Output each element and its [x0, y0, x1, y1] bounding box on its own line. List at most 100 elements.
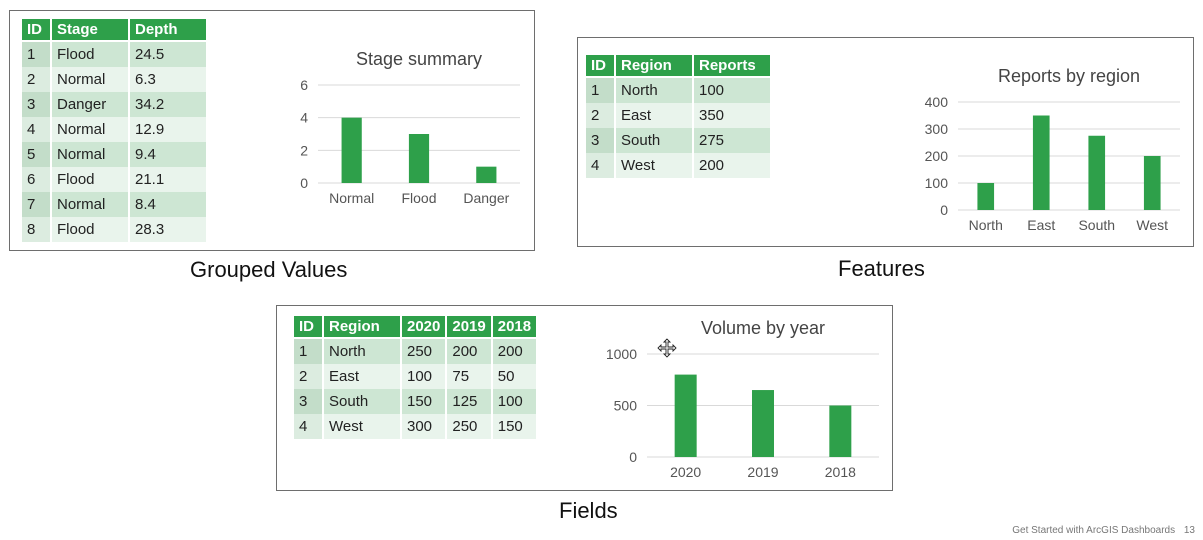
table-row: 6 Flood 21.1 — [22, 167, 206, 192]
table-row: 4 West 300 250 150 — [294, 414, 537, 439]
y-tick-label: 0 — [940, 202, 948, 218]
table-cell: 250 — [402, 339, 446, 364]
table-cell: Normal — [52, 117, 128, 142]
table-cell: 28.3 — [130, 217, 206, 242]
y-tick-label: 1000 — [607, 346, 637, 362]
table-row: 8 Flood 28.3 — [22, 217, 206, 242]
bar — [408, 134, 430, 183]
table-cell: 100 — [694, 78, 770, 103]
table-cell: 4 — [294, 414, 322, 439]
bar — [977, 183, 995, 210]
column-header: Depth — [130, 19, 206, 42]
table-row: 7 Normal 8.4 — [22, 192, 206, 217]
table-cell: 3 — [586, 128, 614, 153]
features-caption: Features — [838, 256, 925, 281]
table-header-row: ID Stage Depth — [22, 19, 206, 42]
table-cell: 125 — [447, 389, 491, 414]
table-cell: Flood — [52, 217, 128, 242]
table-cell: 8.4 — [130, 192, 206, 217]
table-cell: 100 — [492, 389, 537, 414]
features-panel: ID Region Reports 1 North 100 2 East 350 3 South 27… — [577, 37, 1194, 247]
table-cell: 4 — [586, 153, 614, 178]
table-cell: 21.1 — [130, 167, 206, 192]
column-header: 2018 — [492, 316, 537, 339]
table-cell: 100 — [402, 364, 446, 389]
table-cell: 34.2 — [130, 92, 206, 117]
stage-summary-chart: Stage summary 0 2 4 6 Normal Flood Danger — [300, 49, 520, 206]
table-cell: 75 — [447, 364, 491, 389]
column-header: ID — [22, 19, 50, 42]
y-tick-label: 200 — [925, 148, 949, 164]
y-tick-label: 6 — [300, 77, 308, 93]
grouped-values-panel: ID Stage Depth 1 Flood 24.5 2 Normal 6.3 3 Danger 3… — [9, 10, 535, 251]
table-header-row: ID Region Reports — [586, 55, 770, 78]
table-row: 3 Danger 34.2 — [22, 92, 206, 117]
x-tick-label: Danger — [463, 190, 509, 206]
table-cell: 5 — [22, 142, 50, 167]
table-cell: 275 — [694, 128, 770, 153]
footer-text: Get Started with ArcGIS Dashboards — [1012, 525, 1176, 536]
table-cell: 24.5 — [130, 42, 206, 67]
y-tick-label: 400 — [925, 94, 949, 110]
table-row: 1 North 250 200 200 — [294, 339, 537, 364]
y-tick-label: 2 — [300, 142, 308, 158]
table-cell: West — [616, 153, 692, 178]
y-tick-label: 100 — [925, 175, 949, 191]
table-cell: 8 — [22, 217, 50, 242]
column-header: 2020 — [402, 316, 446, 339]
bar — [829, 405, 852, 457]
bar — [1032, 115, 1050, 210]
table-cell: 200 — [447, 339, 491, 364]
fields-caption: Fields — [559, 498, 618, 523]
table-cell: 1 — [586, 78, 614, 103]
table-row: 2 East 350 — [586, 103, 770, 128]
bar — [341, 117, 362, 183]
table-row: 3 South 275 — [586, 128, 770, 153]
bar — [674, 374, 697, 457]
table-cell: 350 — [694, 103, 770, 128]
table-cell: Normal — [52, 67, 128, 92]
table-cell: 50 — [492, 364, 537, 389]
y-tick-label: 500 — [614, 398, 638, 414]
table-cell: 200 — [694, 153, 770, 178]
table-row: 4 West 200 — [586, 153, 770, 178]
table-cell: Danger — [52, 92, 128, 117]
table-row: 2 East 100 75 50 — [294, 364, 537, 389]
table-cell: Normal — [52, 192, 128, 217]
bar — [752, 390, 774, 457]
table-cell: 1 — [22, 42, 50, 67]
x-tick-label: 2018 — [825, 464, 856, 480]
column-header: Stage — [52, 19, 128, 42]
table-cell: 2 — [586, 103, 614, 128]
column-header: Region — [324, 316, 400, 339]
column-header: Reports — [694, 55, 770, 78]
bar — [1088, 135, 1106, 210]
fields-panel: ID Region 2020 2019 2018 1 North 250 200 200 2 East… — [276, 305, 893, 491]
column-header: 2019 — [447, 316, 491, 339]
table-cell: 250 — [447, 414, 491, 439]
table-row: 5 Normal 9.4 — [22, 142, 206, 167]
table-cell: 150 — [402, 389, 446, 414]
bar — [476, 166, 497, 183]
x-tick-label: Normal — [329, 190, 374, 206]
x-tick-label: East — [1027, 217, 1055, 233]
chart-title: Stage summary — [356, 49, 482, 69]
y-tick-label: 300 — [925, 121, 949, 137]
x-tick-label: South — [1078, 217, 1115, 233]
table-cell: 2 — [294, 364, 322, 389]
table-cell: 6 — [22, 167, 50, 192]
table-cell: South — [324, 389, 400, 414]
table-cell: 1 — [294, 339, 322, 364]
column-header: ID — [586, 55, 614, 78]
y-tick-label: 0 — [629, 449, 637, 465]
x-tick-label: North — [969, 217, 1003, 233]
table-cell: North — [324, 339, 400, 364]
x-tick-label: West — [1136, 217, 1168, 233]
page-number: 13 — [1183, 525, 1195, 536]
table-cell: 7 — [22, 192, 50, 217]
table-cell: Flood — [52, 42, 128, 67]
stage-table: ID Stage Depth 1 Flood 24.5 2 Normal 6.3 3 Danger 3… — [20, 19, 208, 242]
table-row: 1 Flood 24.5 — [22, 42, 206, 67]
x-tick-label: Flood — [401, 190, 436, 206]
slide-footer: Get Started with ArcGIS Dashboards 13 — [1006, 525, 1195, 536]
